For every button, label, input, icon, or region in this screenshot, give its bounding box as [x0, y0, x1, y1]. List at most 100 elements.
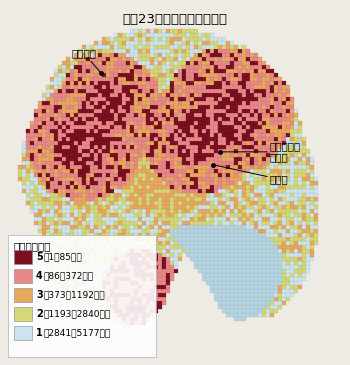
Bar [138, 217, 142, 221]
Bar [198, 177, 202, 181]
Bar [106, 189, 110, 193]
Bar [126, 57, 130, 61]
Bar [142, 105, 146, 109]
Bar [174, 173, 178, 177]
Bar [118, 321, 122, 325]
Bar [38, 157, 42, 161]
Bar [290, 149, 294, 153]
Bar [118, 249, 122, 253]
Bar [102, 185, 106, 189]
Bar [54, 217, 58, 221]
Bar [142, 57, 146, 61]
Bar [258, 57, 262, 61]
Bar [246, 109, 250, 113]
Bar [286, 245, 290, 249]
Bar [250, 101, 254, 105]
Bar [90, 293, 94, 297]
Bar [66, 141, 70, 145]
Bar [178, 65, 182, 69]
Bar [110, 177, 114, 181]
Bar [114, 249, 118, 253]
Bar [194, 209, 198, 213]
Bar [310, 201, 314, 205]
Bar [142, 189, 146, 193]
Bar [58, 89, 62, 93]
Bar [98, 309, 102, 313]
Bar [250, 273, 254, 277]
Bar [114, 213, 118, 217]
Bar [234, 45, 238, 49]
Bar [166, 161, 170, 165]
Bar [282, 213, 286, 217]
Bar [54, 129, 58, 133]
Bar [74, 225, 78, 229]
Bar [162, 169, 166, 173]
Bar [214, 41, 218, 45]
Bar [254, 185, 258, 189]
Bar [174, 33, 178, 37]
Bar [106, 133, 110, 137]
Bar [294, 241, 298, 245]
Bar [126, 153, 130, 157]
Bar [286, 165, 290, 169]
Bar [234, 277, 238, 281]
Bar [110, 205, 114, 209]
Bar [226, 41, 230, 45]
Bar [86, 109, 90, 113]
Bar [222, 85, 226, 89]
Bar [38, 169, 42, 173]
Bar [254, 289, 258, 293]
Bar [234, 109, 238, 113]
Bar [210, 249, 214, 253]
Bar [178, 221, 182, 225]
Bar [262, 121, 266, 125]
Bar [86, 237, 90, 241]
Bar [222, 193, 226, 197]
Bar [314, 201, 318, 205]
Bar [206, 245, 210, 249]
Bar [122, 273, 126, 277]
Bar [298, 125, 302, 129]
Bar [58, 265, 62, 269]
Bar [226, 241, 230, 245]
Bar [166, 257, 170, 261]
Bar [86, 205, 90, 209]
Bar [126, 193, 130, 197]
Bar [46, 109, 50, 113]
Bar [146, 249, 150, 253]
Bar [202, 241, 206, 245]
Bar [242, 105, 246, 109]
Bar [174, 89, 178, 93]
Bar [242, 161, 246, 165]
Bar [286, 225, 290, 229]
Bar [38, 149, 42, 153]
Bar [278, 125, 282, 129]
Bar [166, 69, 170, 73]
Bar [198, 37, 202, 41]
Bar [150, 217, 154, 221]
Bar [126, 305, 130, 309]
Bar [278, 181, 282, 185]
Bar [178, 129, 182, 133]
Bar [170, 185, 174, 189]
Bar [62, 125, 66, 129]
Bar [242, 293, 246, 297]
Bar [302, 165, 306, 169]
Bar [126, 245, 130, 249]
Bar [266, 181, 270, 185]
Bar [122, 277, 126, 281]
Bar [170, 273, 174, 277]
Bar [218, 285, 222, 289]
Bar [206, 241, 210, 245]
Bar [178, 225, 182, 229]
Bar [130, 69, 134, 73]
Bar [66, 221, 70, 225]
Bar [118, 173, 122, 177]
Bar [106, 77, 110, 81]
Bar [230, 89, 234, 93]
Bar [190, 89, 194, 93]
Bar [262, 177, 266, 181]
Bar [286, 181, 290, 185]
Bar [170, 193, 174, 197]
Bar [242, 249, 246, 253]
